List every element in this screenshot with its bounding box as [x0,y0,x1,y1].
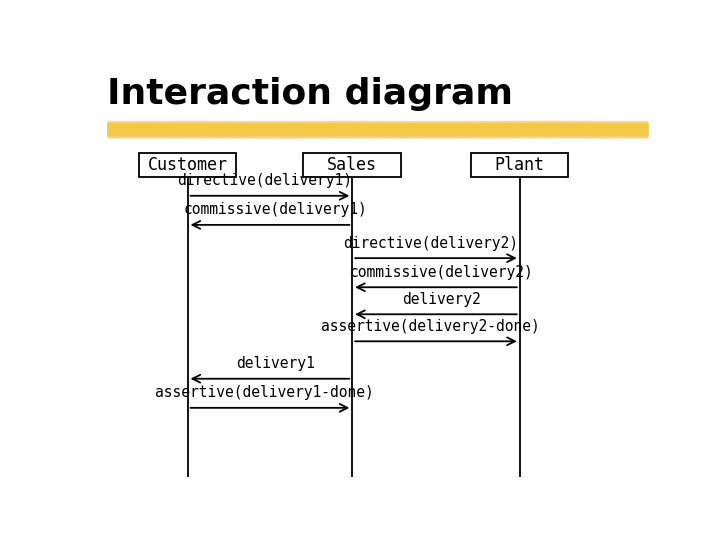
Text: Interaction diagram: Interaction diagram [107,77,513,111]
Text: assertive(delivery2-done): assertive(delivery2-done) [321,319,540,334]
Text: delivery1: delivery1 [236,356,315,371]
Bar [303,152,401,177]
Text: commissive(delivery2): commissive(delivery2) [350,265,534,280]
Bar [471,152,569,177]
Text: commissive(delivery1): commissive(delivery1) [184,202,367,218]
Text: assertive(delivery1-done): assertive(delivery1-done) [155,386,374,400]
Text: directive(delivery2): directive(delivery2) [343,235,518,251]
Text: Sales: Sales [328,156,377,173]
Text: Customer: Customer [148,156,228,173]
Text: delivery2: delivery2 [402,292,481,307]
Text: directive(delivery1): directive(delivery1) [177,173,352,188]
Bar [139,152,236,177]
Text: Plant: Plant [495,156,544,173]
